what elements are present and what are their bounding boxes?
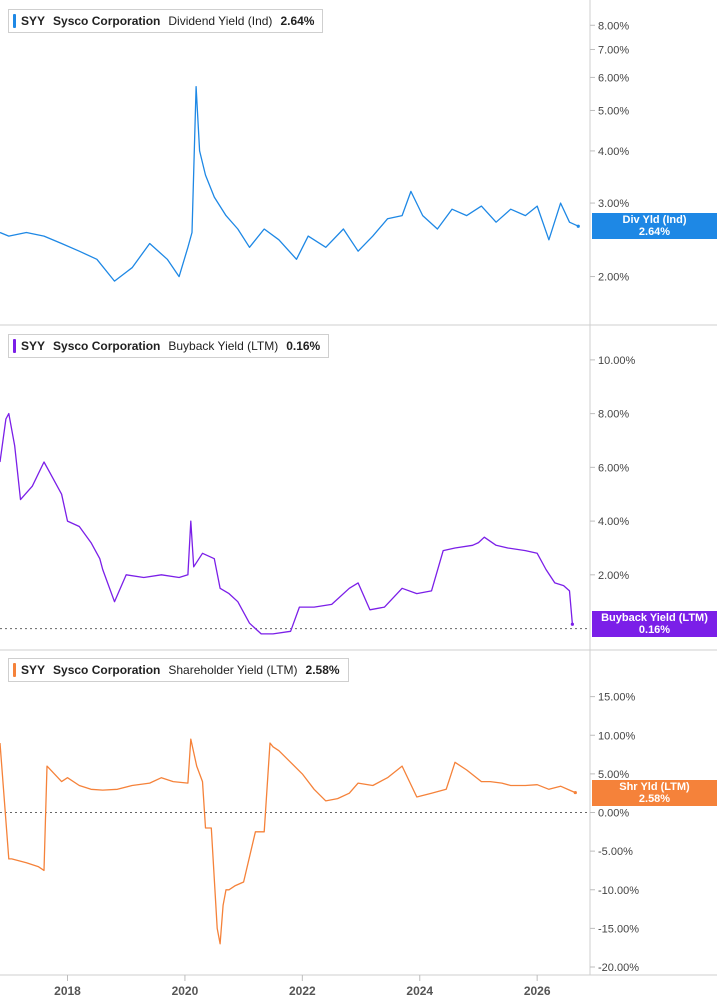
legend-value: 2.58%: [305, 663, 340, 677]
series-end-point: [573, 790, 577, 795]
legend-value: 0.16%: [286, 339, 321, 353]
x-tick-label: 2022: [289, 984, 316, 998]
y-tick-label: 5.00%: [598, 105, 629, 117]
series-line: [0, 86, 579, 282]
current-value-badge-dividend: Div Yld (Ind) 2.64%: [592, 213, 717, 239]
y-tick-label: -15.00%: [598, 923, 639, 935]
legend-ticker: SYY: [21, 663, 46, 677]
legend-ticker: SYY: [21, 339, 46, 353]
badge-value: 0.16%: [638, 624, 671, 636]
badge-value: 2.58%: [638, 793, 671, 805]
y-tick-label: 15.00%: [598, 692, 636, 704]
current-value-badge-buyback: Buyback Yield (LTM) 0.16%: [592, 611, 717, 637]
x-tick-label: 2026: [524, 984, 551, 998]
series-line: [0, 412, 574, 635]
badge-value: 2.64%: [638, 226, 671, 238]
series-end-point: [576, 224, 580, 228]
y-tick-label: 8.00%: [598, 409, 629, 421]
y-tick-label: 4.00%: [598, 516, 629, 528]
legend-dividend-yield: SYY Sysco Corporation Dividend Yield (In…: [8, 9, 324, 33]
y-tick-label: 3.00%: [598, 198, 629, 210]
y-tick-label: 6.00%: [598, 462, 629, 474]
y-tick-label: -10.00%: [598, 885, 639, 897]
current-value-badge-shareholder: Shr Yld (LTM) 2.58%: [592, 780, 717, 806]
legend-color-swatch: [13, 14, 16, 28]
legend-metric: Shareholder Yield (LTM): [168, 663, 298, 677]
legend-company: Sysco Corporation: [53, 14, 161, 28]
badge-label: Div Yld (Ind): [622, 214, 687, 226]
legend-buyback-yield: SYY Sysco Corporation Buyback Yield (LTM…: [8, 334, 330, 358]
legend-value: 2.64%: [280, 14, 315, 28]
series-end-point: [570, 622, 574, 626]
y-tick-label: 10.00%: [598, 355, 636, 367]
x-tick-label: 2020: [172, 984, 199, 998]
y-tick-label: 7.00%: [598, 44, 629, 56]
y-tick-label: 8.00%: [598, 20, 629, 32]
y-tick-label: 5.00%: [598, 769, 629, 781]
badge-label: Shr Yld (LTM): [619, 781, 690, 793]
y-tick-label: 0.00%: [598, 808, 629, 820]
y-tick-label: 4.00%: [598, 146, 629, 158]
y-tick-label: 6.00%: [598, 72, 629, 84]
x-tick-label: 2018: [54, 984, 81, 998]
legend-shareholder-yield: SYY Sysco Corporation Shareholder Yield …: [8, 658, 349, 682]
legend-color-swatch: [13, 663, 16, 677]
legend-company: Sysco Corporation: [53, 339, 161, 353]
y-tick-label: -5.00%: [598, 846, 633, 858]
series-line: [0, 738, 576, 945]
legend-ticker: SYY: [21, 14, 46, 28]
badge-label: Buyback Yield (LTM): [601, 612, 708, 624]
y-tick-label: -20.00%: [598, 962, 639, 974]
y-tick-label: 2.00%: [598, 272, 629, 284]
legend-metric: Buyback Yield (LTM): [168, 339, 279, 353]
y-tick-label: 10.00%: [598, 730, 636, 742]
legend-metric: Dividend Yield (Ind): [168, 14, 273, 28]
y-tick-label: 2.00%: [598, 570, 629, 582]
legend-color-swatch: [13, 339, 16, 353]
x-tick-label: 2024: [406, 984, 433, 998]
legend-company: Sysco Corporation: [53, 663, 161, 677]
